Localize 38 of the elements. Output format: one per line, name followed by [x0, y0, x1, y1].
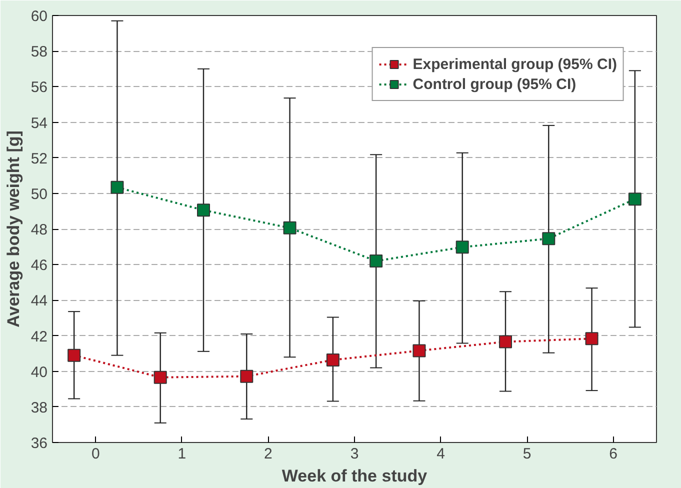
legend-label: Control group (95% CI) [412, 76, 576, 92]
y-tick-label: 46 [30, 257, 48, 274]
x-tick-label: 4 [436, 446, 445, 462]
point [326, 353, 340, 366]
point [110, 180, 124, 194]
y-tick-label: 52 [30, 150, 48, 168]
x-tick-label: 3 [350, 446, 359, 462]
y-tick-label: 60 [30, 8, 48, 25]
x-tick-label: 2 [264, 446, 272, 462]
x-tick-label: 0 [91, 446, 100, 462]
y-tick-label: 44 [30, 292, 48, 310]
y-tick-label: 40 [30, 364, 48, 381]
point [68, 348, 81, 362]
point [370, 254, 383, 268]
point [197, 204, 210, 217]
point [456, 240, 469, 254]
y-tick-label: 50 [30, 186, 48, 203]
y-tick-label: 42 [30, 328, 48, 346]
y-tick-label: 38 [30, 399, 48, 416]
x-tick-label: 1 [178, 446, 186, 462]
y-axis-title: Average body weight [g] [4, 130, 23, 328]
y-tick-label: 58 [30, 44, 48, 61]
legend-label: Experimental group (95% CI) [412, 56, 617, 72]
point [628, 192, 642, 206]
x-axis-title: Week of the study [282, 466, 428, 486]
point [154, 370, 167, 384]
y-tick-label: 56 [30, 79, 48, 96]
x-tick-label: 5 [522, 446, 532, 462]
point [412, 344, 426, 358]
point [499, 335, 512, 348]
point [585, 332, 598, 346]
x-tick-label: 6 [609, 446, 618, 462]
y-tick-label: 36 [30, 435, 48, 452]
point [283, 221, 296, 234]
point [240, 370, 254, 383]
y-tick-label: 48 [30, 222, 48, 238]
y-tick-label: 54 [30, 114, 48, 132]
point [542, 232, 556, 246]
